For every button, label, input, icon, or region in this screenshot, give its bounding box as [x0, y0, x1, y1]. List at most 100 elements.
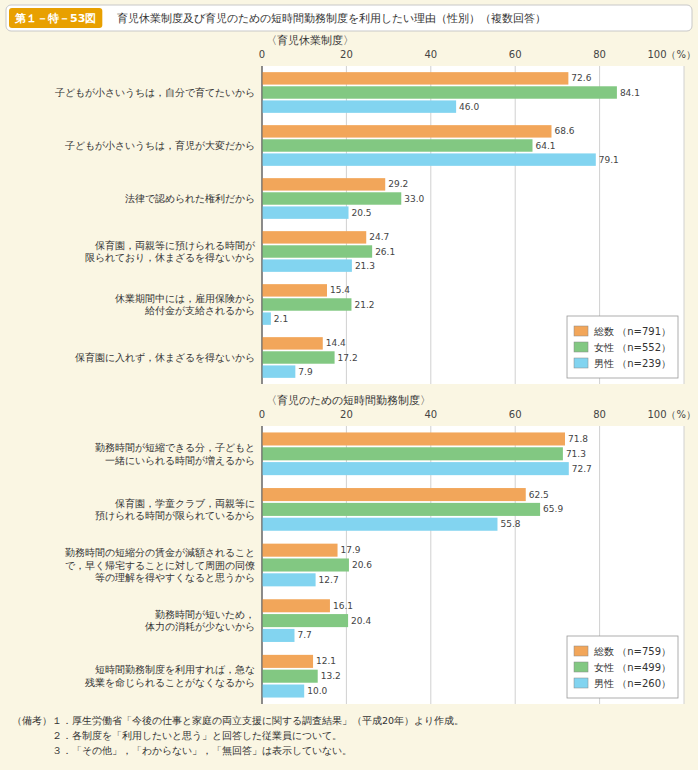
chart-title: 〈育児休業制度〉: [266, 34, 354, 47]
legend-swatch: [574, 342, 588, 352]
bar: [262, 432, 565, 445]
bar: [262, 100, 456, 112]
legend-entry: 男性 （n=239）: [594, 358, 671, 369]
data-label: 12.7: [319, 575, 339, 585]
category-label-line: 子どもが小さいうちは，育児が大変だから: [65, 140, 255, 151]
bar: [262, 544, 338, 557]
bar: [262, 655, 313, 668]
category-label: 子どもが小さいうちは，自分で育てたいから: [55, 87, 255, 98]
legend-swatch: [574, 662, 588, 672]
bar: [262, 365, 295, 377]
category-label: 法律で認められた権利だから: [125, 193, 255, 204]
bar: [262, 614, 348, 627]
data-label: 79.1: [599, 155, 619, 165]
legend-entry: 総数 （n=791）: [593, 326, 671, 337]
tick-label: 80: [593, 409, 606, 420]
category-label-line: 残業を命じられることがなくなるから: [85, 677, 255, 688]
title-bar: 第１－特－53図 育児休業制度及び育児のための短時間勤務制度を利用したい理由（性…: [6, 5, 692, 31]
bar: [262, 245, 372, 257]
data-label: 21.2: [354, 300, 374, 310]
legend-swatch: [574, 646, 588, 656]
data-label: 29.2: [388, 179, 408, 189]
bar: [262, 298, 351, 310]
legend-swatch: [574, 358, 588, 368]
category-label-line: 短時間勤務制度を利用すれば，急な: [95, 664, 255, 675]
bars: [262, 432, 569, 697]
grid-line: [515, 66, 516, 384]
category-label-line: 子どもが小さいうちは，自分で育てたいから: [55, 87, 255, 98]
axis-line: [262, 66, 263, 384]
figure: 第１－特－53図 育児休業制度及び育児のための短時間勤務制度を利用したい理由（性…: [0, 0, 698, 770]
title-frame: [6, 5, 692, 31]
category-label: 勤務時間が短縮できる分，子どもと一緒にいられる時間が増えるから: [95, 442, 255, 466]
category-label-line: 勤務時間が短縮できる分，子どもと: [95, 442, 255, 453]
legend-swatch: [574, 326, 588, 336]
category-label-line: 勤務時間の短縮分の賃金が減額されること: [65, 547, 255, 558]
bar: [262, 462, 569, 475]
bar: [262, 518, 497, 531]
data-label: 64.1: [536, 141, 556, 151]
grid-line: [346, 66, 347, 384]
legend-entry: 総数 （n=759）: [593, 646, 671, 657]
category-label: 保育園に入れず，休まざるを得ないから: [75, 352, 255, 364]
bar: [262, 573, 316, 586]
tick-label: 20: [340, 409, 353, 420]
bar: [262, 284, 327, 296]
data-label: 20.5: [352, 208, 372, 218]
data-label: 14.4: [326, 338, 346, 348]
bar: [262, 629, 294, 642]
data-label: 68.6: [554, 126, 574, 136]
note: （備考）１．厚生労働省「今後の仕事と家庭の両立支援に関する調査結果」（平成20年…: [12, 715, 464, 726]
category-label-line: 一緒にいられる時間が増えるから: [105, 455, 255, 466]
tick-label: 40: [424, 49, 437, 60]
category-label-line: 法律で認められた権利だから: [125, 193, 255, 204]
tick-label: 100（%）: [647, 49, 696, 60]
chart: 〈育児のための短時間勤務制度〉020406080100（%）71.871.372…: [65, 394, 696, 704]
category-label-line: 限られており，休まざるを得ないから: [85, 252, 255, 263]
legend-entry: 男性 （n=260）: [594, 678, 671, 689]
tick-label: 60: [509, 49, 522, 60]
bar: [262, 139, 533, 151]
legend-entry: 女性 （n=552）: [594, 342, 671, 353]
category-label-line: 休業期間中には，雇用保険から: [115, 293, 255, 304]
legend-frame: [567, 636, 678, 698]
data-label: 26.1: [375, 247, 395, 257]
data-label: 55.8: [500, 519, 520, 529]
data-label: 71.8: [568, 434, 588, 444]
category-label-line: 保育園，両親等に預けられる時間が: [95, 240, 256, 251]
data-label: 65.9: [543, 504, 563, 514]
category-labels: 子どもが小さいうちは，自分で育てたいから子どもが小さいうちは，育児が大変だから法…: [55, 87, 256, 364]
category-label: 保育園，両親等に預けられる時間が限られており，休まざるを得ないから: [85, 240, 256, 264]
data-label: 84.1: [620, 88, 640, 98]
category-label-line: 体力の消耗が少ないから: [145, 621, 255, 632]
data-label: 20.4: [351, 616, 371, 626]
data-label: 10.0: [307, 686, 327, 696]
bar: [262, 488, 526, 501]
chart: 〈育児休業制度〉020406080100（%）72.684.146.068.66…: [55, 34, 696, 384]
data-label: 12.1: [316, 656, 336, 666]
tick-label: 80: [593, 49, 606, 60]
data-label: 17.2: [338, 353, 358, 363]
grid-line: [684, 426, 685, 704]
category-label-line: 保育園に入れず，休まざるを得ないから: [75, 352, 255, 364]
data-label: 15.4: [330, 285, 350, 295]
category-label: 休業期間中には，雇用保険から給付金が支給されるから: [115, 293, 255, 317]
legend: 総数 （n=791） 女性 （n=552） 男性 （n=239）: [567, 316, 678, 378]
category-label: 子どもが小さいうちは，育児が大変だから: [65, 140, 255, 151]
category-label: 勤務時間の短縮分の賃金が減額されることで，早く帰宅することに対して周囲の同僚等の…: [65, 547, 255, 583]
bar: [262, 153, 596, 165]
note: ３．「その他」，「わからない」，「無回答」は表示していない。: [12, 745, 352, 756]
category-label-line: 保育園，学童クラブ，両親等に: [115, 498, 255, 509]
chart-title: 〈育児のための短時間勤務制度〉: [266, 394, 431, 407]
plot-area: [262, 66, 684, 384]
legend-frame: [567, 316, 678, 378]
title: 第１－特－53図: [14, 12, 96, 25]
data-label: 33.0: [404, 194, 424, 204]
grid-line: [262, 66, 263, 384]
data-label: 71.3: [566, 449, 586, 459]
category-labels: 勤務時間が短縮できる分，子どもと一緒にいられる時間が増えるから保育園，学童クラブ…: [65, 442, 255, 688]
tick-label: 0: [259, 409, 265, 420]
bars: [262, 72, 617, 378]
category-label-line: 預けられる時間が限られているから: [95, 510, 255, 521]
bar: [262, 351, 335, 363]
